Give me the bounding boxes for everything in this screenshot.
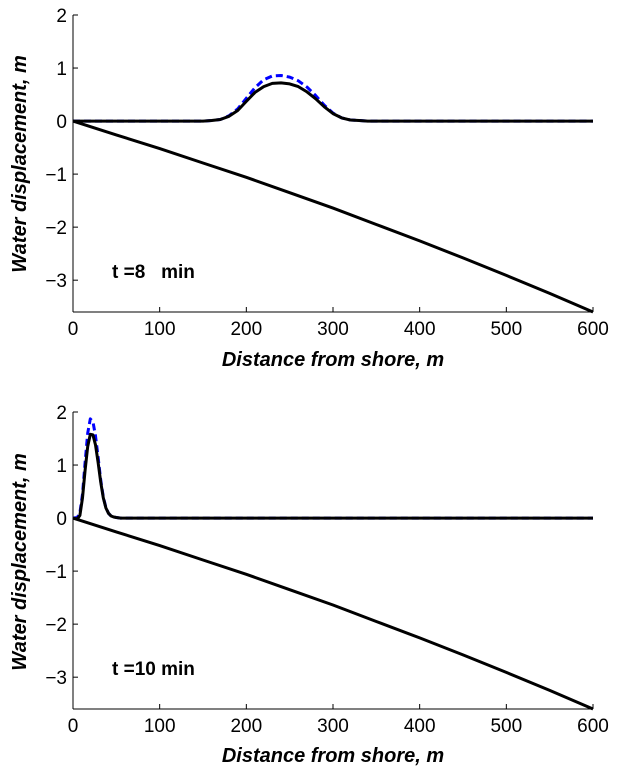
y-tick-label: −1 bbox=[45, 562, 67, 583]
solid-series-line bbox=[73, 81, 593, 123]
y-tick-label: −3 bbox=[45, 271, 67, 292]
x-tick-label: 600 bbox=[577, 319, 609, 340]
x-tick-label: 300 bbox=[317, 716, 349, 737]
x-tick-label: 200 bbox=[230, 716, 262, 737]
y-axis-label: Water displacement, m bbox=[9, 453, 31, 670]
y-tick-label: 1 bbox=[56, 59, 67, 80]
x-tick-label: 0 bbox=[68, 319, 79, 340]
dashed-series-line bbox=[72, 417, 593, 520]
x-tick-label: 600 bbox=[577, 716, 609, 737]
x-tick-label: 200 bbox=[230, 319, 262, 340]
solid-series-line bbox=[72, 119, 594, 314]
y-tick-label: 1 bbox=[56, 456, 67, 477]
y-tick-label: −3 bbox=[45, 668, 67, 689]
x-tick-label: 500 bbox=[490, 319, 522, 340]
time-annotation: t =8 min bbox=[112, 262, 195, 283]
x-tick-label: 100 bbox=[144, 716, 176, 737]
time-annotation: t =10 min bbox=[112, 659, 195, 680]
x-tick-label: 500 bbox=[490, 716, 522, 737]
x-tick-label: 100 bbox=[144, 319, 176, 340]
x-tick-label: 0 bbox=[68, 716, 79, 737]
x-axis-label: Distance from shore, m bbox=[222, 745, 444, 767]
y-tick-label: 0 bbox=[56, 509, 67, 530]
y-axis-label: Water displacement, m bbox=[9, 55, 31, 272]
y-tick-label: −2 bbox=[45, 615, 67, 636]
solid-series-line bbox=[72, 516, 594, 711]
y-tick-label: −1 bbox=[45, 165, 67, 186]
solid-series-line bbox=[72, 432, 593, 521]
chart-panel-bottom: Water displacement, m Distance from shor… bbox=[9, 403, 609, 767]
y-tick-label: 0 bbox=[56, 112, 67, 133]
x-tick-label: 300 bbox=[317, 319, 349, 340]
y-tick-label: 2 bbox=[56, 403, 67, 424]
chart-panel-top: Water displacement, m Distance from shor… bbox=[9, 6, 609, 371]
y-tick-label: −2 bbox=[45, 218, 67, 239]
x-tick-label: 400 bbox=[404, 716, 436, 737]
y-tick-label: 2 bbox=[56, 6, 67, 27]
x-axis-label: Distance from shore, m bbox=[222, 349, 444, 371]
x-tick-label: 400 bbox=[404, 319, 436, 340]
